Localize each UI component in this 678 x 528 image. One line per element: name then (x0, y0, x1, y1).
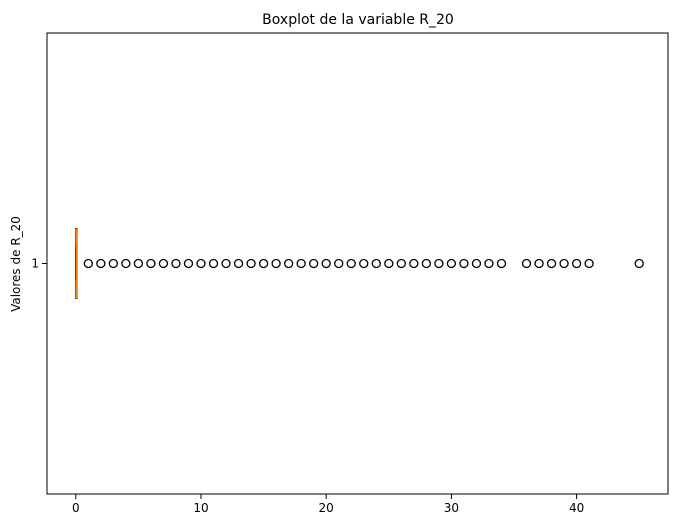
outlier-point (559, 258, 569, 269)
outlier-point (296, 258, 306, 269)
outlier-point (271, 258, 281, 269)
x-tick-label: 40 (569, 501, 584, 515)
outlier-point (409, 258, 419, 269)
outlier-point (571, 258, 582, 269)
outlier-point (584, 258, 594, 269)
outlier-point (434, 258, 444, 269)
outlier-point (208, 258, 219, 269)
y-axis: 1 (31, 257, 47, 271)
outlier-point (221, 258, 231, 269)
outlier-point (471, 258, 482, 269)
outlier-point (321, 258, 331, 269)
outlier-point (283, 258, 294, 269)
outlier-point (96, 258, 106, 269)
x-tick-label: 20 (319, 501, 334, 515)
chart-title: Boxplot de la variable R_20 (262, 12, 454, 28)
outlier-point (158, 258, 169, 269)
outlier-point (496, 258, 507, 269)
outlier-point (546, 258, 557, 269)
outlier-point (459, 258, 469, 269)
outlier-point (384, 258, 394, 269)
outlier-point (334, 258, 344, 269)
x-tick-label: 0 (72, 501, 80, 515)
outlier-point (309, 258, 319, 269)
x-tick-label: 10 (193, 501, 208, 515)
outlier-point (346, 258, 356, 269)
outlier-point (359, 258, 369, 269)
x-axis: 0 10 20 30 40 (72, 494, 584, 515)
outlier-point (233, 258, 244, 269)
y-axis-label: Valores de R_20 (9, 216, 23, 312)
outlier-point (371, 258, 381, 269)
outlier-point (421, 258, 432, 269)
outlier-point (133, 258, 144, 269)
outlier-point (446, 258, 457, 269)
axes-frame (46, 32, 669, 495)
outlier-point (108, 258, 119, 269)
outlier-point (83, 258, 93, 269)
y-tick-label: 1 (31, 257, 39, 271)
outlier-point (634, 258, 644, 269)
outlier-point (521, 258, 532, 269)
outlier-point (146, 258, 156, 269)
x-tick-label: 30 (444, 501, 459, 515)
plot-area (75, 228, 644, 299)
outlier-point (396, 258, 406, 269)
outlier-point (196, 258, 206, 269)
outlier-point (258, 258, 269, 269)
outlier-point (534, 258, 544, 269)
outlier-point (121, 258, 131, 269)
outlier-point (183, 258, 194, 269)
outlier-point (484, 258, 494, 269)
outlier-point (246, 258, 256, 269)
outlier-point (171, 258, 181, 269)
